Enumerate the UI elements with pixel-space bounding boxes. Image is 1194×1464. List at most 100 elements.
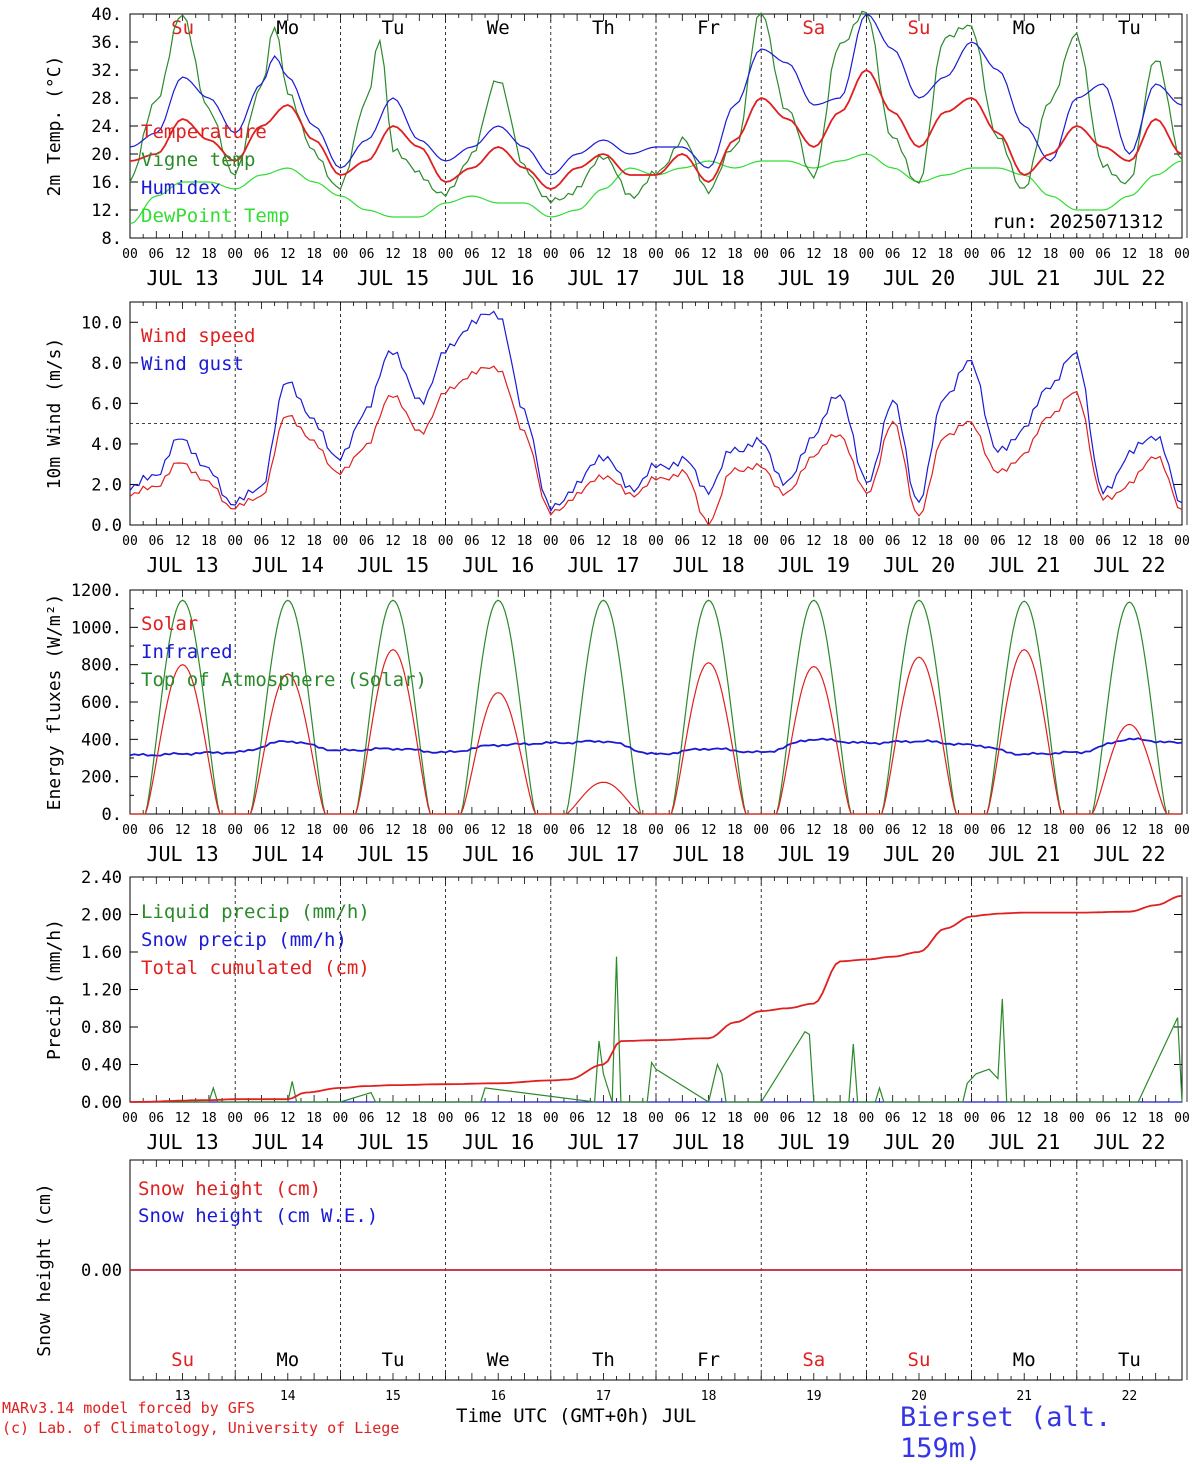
y-tick-label: 2.0 <box>91 475 122 495</box>
hour-tick-label: 00 <box>227 534 243 549</box>
hour-tick-label: 12 <box>280 534 296 549</box>
hour-tick-label: 06 <box>990 823 1006 838</box>
date-label: JUL 16 <box>462 553 534 577</box>
y-tick-label: 16. <box>91 173 122 193</box>
y-tick-label: 600. <box>81 693 122 713</box>
date-label: JUL 20 <box>883 266 955 290</box>
hour-tick-label: 06 <box>885 823 901 838</box>
weekday-label: Mo <box>276 1349 299 1371</box>
hour-tick-label: 00 <box>964 823 980 838</box>
weekday-label: Mo <box>276 17 299 39</box>
hour-tick-label: 18 <box>832 534 848 549</box>
weekday-label: We <box>487 17 510 39</box>
hour-tick-label: 12 <box>385 823 401 838</box>
date-label: JUL 18 <box>672 842 744 866</box>
hour-tick-label: 12 <box>175 247 191 262</box>
date-label: JUL 20 <box>883 553 955 577</box>
date-label: JUL 13 <box>146 553 218 577</box>
weekday-label: Tu <box>382 17 405 39</box>
panel-4: 0.00 0.40 0.80 1.20 1.60 2.00 2.40 Precip (mm/h… <box>44 868 1190 1154</box>
y-tick-label: 1200. <box>71 581 122 601</box>
hour-tick-label: 00 <box>753 247 769 262</box>
hour-tick-label: 18 <box>306 247 322 262</box>
hour-tick-label: 00 <box>333 247 349 262</box>
hour-tick-label: 12 <box>1122 534 1138 549</box>
hour-tick-label: 18 <box>411 247 427 262</box>
hour-tick-label: 06 <box>780 823 796 838</box>
day-number: 18 <box>701 1389 717 1404</box>
panel-1: 8. 12. 16. 20. 24. 28. 32. 36. 40. 2m Temp. (°C) 0… <box>44 5 1190 290</box>
hour-tick-label: 06 <box>464 1111 480 1126</box>
legend-entry: Wind speed <box>141 325 255 347</box>
hour-tick-label: 18 <box>727 1111 743 1126</box>
panel-5: 0.00 Snow height (cm) Su Mo Tu We Th Fr Sa Su Mo Tu… <box>34 1159 1188 1404</box>
hour-tick-label: 06 <box>780 247 796 262</box>
legend-entry: Vigne temp <box>141 149 255 171</box>
hour-tick-label: 18 <box>1043 1111 1059 1126</box>
y-tick-label: 32. <box>91 61 122 81</box>
date-label: JUL 14 <box>252 842 324 866</box>
hour-tick-label: 18 <box>1148 823 1164 838</box>
series-line-1 <box>129 310 1183 513</box>
day-number: 19 <box>806 1389 822 1404</box>
panel-2: 0.0 2.0 4.0 6.0 8.0 10.0 10m Wind (m/s) 00 06 12 1… <box>44 301 1190 577</box>
date-label: JUL 13 <box>146 1130 218 1154</box>
hour-tick-label: 06 <box>674 823 690 838</box>
date-label: JUL 15 <box>357 1130 429 1154</box>
hour-tick-label: 00 <box>227 1111 243 1126</box>
y-tick-label: 6.0 <box>91 394 122 414</box>
hour-tick-label: 06 <box>1095 1111 1111 1126</box>
legend-entry: Liquid precip (mm/h) <box>141 901 370 923</box>
hour-tick-label: 12 <box>911 823 927 838</box>
hour-tick-label: 06 <box>990 534 1006 549</box>
hour-tick-label: 00 <box>1069 1111 1085 1126</box>
day-number: 22 <box>1122 1389 1138 1404</box>
hour-tick-label: 06 <box>359 534 375 549</box>
hour-tick-label: 06 <box>569 247 585 262</box>
hour-tick-label: 00 <box>648 534 664 549</box>
hour-tick-label: 06 <box>148 534 164 549</box>
date-label: JUL 19 <box>778 1130 850 1154</box>
hour-tick-label: 06 <box>359 823 375 838</box>
hour-tick-label: 12 <box>701 247 717 262</box>
y-tick-label: 20. <box>91 145 122 165</box>
y-tick-label: 0.00 <box>81 1261 122 1281</box>
date-label: JUL 15 <box>357 553 429 577</box>
date-label: JUL 22 <box>1093 1130 1165 1154</box>
hour-tick-label: 18 <box>306 823 322 838</box>
hour-tick-label: 00 <box>438 534 454 549</box>
y-tick-label: 28. <box>91 89 122 109</box>
date-label: JUL 16 <box>462 1130 534 1154</box>
y-axis-label: 10m Wind (m/s) <box>44 338 65 490</box>
hour-tick-label: 18 <box>517 534 533 549</box>
weekday-label: Su <box>908 1349 931 1371</box>
hour-tick-label: 12 <box>911 534 927 549</box>
hour-tick-label: 12 <box>911 247 927 262</box>
date-label: JUL 14 <box>252 553 324 577</box>
hour-tick-label: 06 <box>359 1111 375 1126</box>
y-tick-label: 24. <box>91 117 122 137</box>
hour-tick-label: 18 <box>937 1111 953 1126</box>
hour-tick-label: 18 <box>517 823 533 838</box>
legend-entry: Snow height (cm W.E.) <box>138 1205 378 1227</box>
legend-entry: Snow precip (mm/h) <box>141 929 347 951</box>
date-label: JUL 19 <box>778 842 850 866</box>
hour-tick-label: 12 <box>175 823 191 838</box>
date-label: JUL 18 <box>672 553 744 577</box>
hour-tick-label: 18 <box>306 534 322 549</box>
hour-tick-label: 06 <box>148 247 164 262</box>
hour-tick-label: 18 <box>201 247 217 262</box>
hour-tick-label: 12 <box>280 823 296 838</box>
hour-tick-label: 06 <box>464 823 480 838</box>
weekday-label: Tu <box>1118 1349 1141 1371</box>
hour-tick-label: 18 <box>727 534 743 549</box>
y-tick-label: 8. <box>102 229 122 249</box>
weekday-label: Th <box>592 1349 615 1371</box>
weekday-label: We <box>487 1349 510 1371</box>
hour-tick-label: 12 <box>806 1111 822 1126</box>
y-tick-label: 10.0 <box>81 313 122 333</box>
weekday-label: Sa <box>802 1349 825 1371</box>
y-tick-label: 4.0 <box>91 435 122 455</box>
legend-entry: Top of Atmosphere (Solar) <box>141 669 427 691</box>
hour-tick-label: 18 <box>201 1111 217 1126</box>
